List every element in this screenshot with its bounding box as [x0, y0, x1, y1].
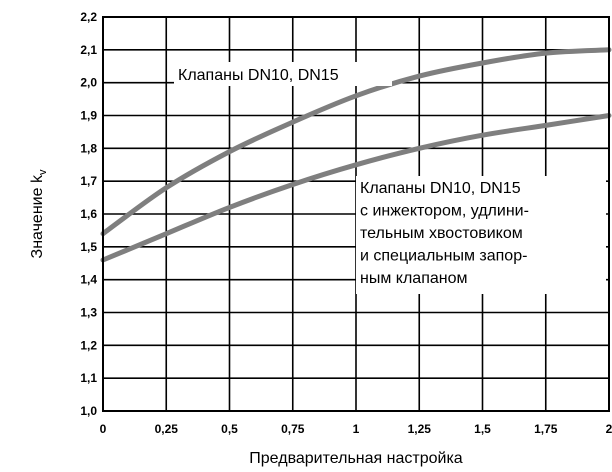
x-tick-label: 0,25 — [155, 422, 179, 436]
annotation-2-line: ным клапаном — [360, 270, 468, 287]
annotation-1-background — [174, 62, 392, 86]
y-tick-label: 1,3 — [80, 306, 97, 320]
series-layer — [100, 47, 612, 263]
x-tick-label: 2 — [606, 422, 612, 436]
y-tick-label: 1,6 — [80, 207, 97, 221]
annotation-2: Клапаны DN10, DN15 с инжектором, удлини-т… — [360, 180, 529, 287]
x-axis-title: Предварительная настройка — [249, 450, 463, 467]
series-line-2 — [100, 113, 612, 263]
annotation-2-line: и специальным запор- — [360, 248, 527, 265]
annotation-2-line: с инжектором, удлини- — [360, 203, 529, 220]
plot-border — [102, 16, 610, 412]
y-tick-label: 1,8 — [80, 141, 97, 155]
annotation-1-line: Клапаны DN10, DN15 — [178, 67, 339, 84]
y-tick-labels: 1,0 1,1 1,2 1,3 1,4 1,5 1,6 1,7 1,8 1,9 2,0 2,1 2,2 — [80, 10, 97, 418]
x-tick-label: 0,5 — [221, 422, 238, 436]
x-tick-labels: 0 0,25 0,5 0,75 1 1,25 1,5 1,75 2 — [100, 422, 612, 436]
y-tick-label: 1,4 — [80, 273, 97, 287]
y-tick-label: 1,7 — [80, 174, 97, 188]
y-axis-title: Значение kv — [29, 169, 49, 258]
x-tick-label: 1,5 — [474, 422, 491, 436]
x-tick-label: 0 — [100, 422, 107, 436]
y-tick-label: 1,0 — [80, 404, 97, 418]
x-tick-label: 1 — [353, 422, 360, 436]
y-tick-label: 2,2 — [80, 10, 97, 24]
y-tick-label: 1,9 — [80, 109, 97, 123]
annotation-2-background — [356, 176, 606, 294]
annotation-1: Клапаны DN10, DN15 — [178, 67, 339, 84]
annotations: Клапаны DN10, DN15 Клапаны DN10, DN15 с и… — [174, 62, 606, 294]
y-tick-label: 1,1 — [80, 371, 97, 385]
y-tick-label: 2,1 — [80, 43, 97, 57]
annotation-2-line: тельным хвостовиком — [360, 225, 523, 242]
y-tick-label: 1,2 — [80, 338, 97, 352]
x-tick-label: 1,75 — [534, 422, 558, 436]
annotation-2-line: Клапаны DN10, DN15 — [360, 180, 521, 197]
x-tick-label: 0,75 — [281, 422, 305, 436]
series-line-1 — [100, 47, 612, 237]
x-tick-label: 1,25 — [408, 422, 432, 436]
y-axis-title-main: Значение k — [29, 174, 46, 258]
y-tick-label: 1,5 — [80, 240, 97, 254]
y-axis-title-sub: v — [37, 169, 49, 175]
y-tick-label: 2,0 — [80, 76, 97, 90]
